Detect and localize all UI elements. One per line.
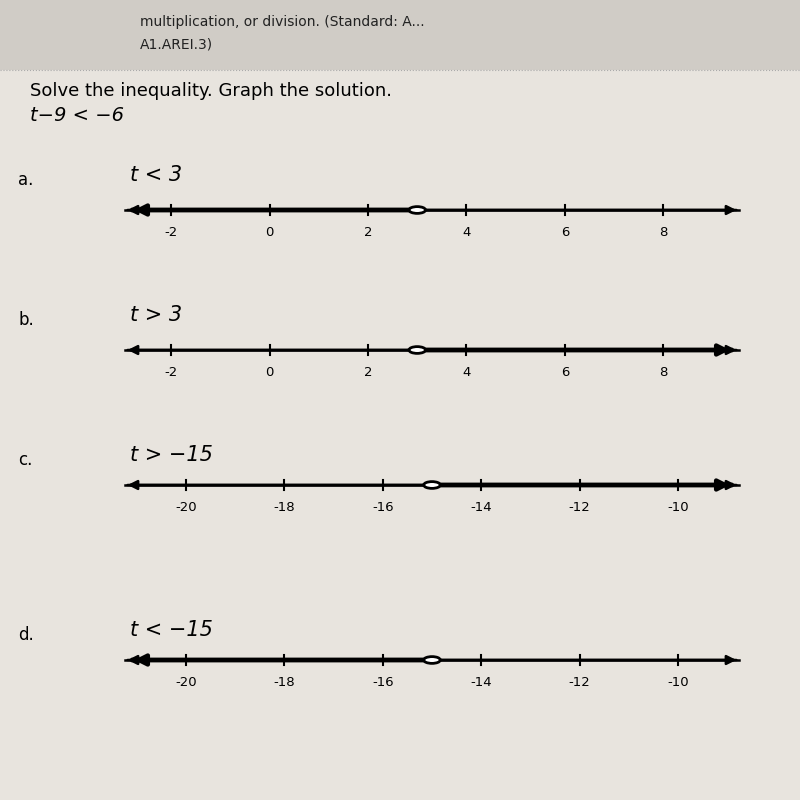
Text: -16: -16 <box>372 676 394 689</box>
Text: A1.AREI.3): A1.AREI.3) <box>140 37 213 51</box>
Text: -2: -2 <box>165 226 178 239</box>
Text: b.: b. <box>18 311 34 329</box>
Text: a.: a. <box>18 171 34 189</box>
Text: 4: 4 <box>462 366 470 379</box>
Circle shape <box>424 657 440 663</box>
Bar <box>0 0 800 70</box>
Text: 6: 6 <box>561 366 569 379</box>
Text: -20: -20 <box>175 676 197 689</box>
Text: 2: 2 <box>364 366 372 379</box>
Circle shape <box>424 482 440 488</box>
Text: -10: -10 <box>667 501 689 514</box>
Text: t > −15: t > −15 <box>130 445 213 465</box>
Text: -14: -14 <box>470 501 492 514</box>
Text: -2: -2 <box>165 366 178 379</box>
Text: t < −15: t < −15 <box>130 620 213 640</box>
Text: t < 3: t < 3 <box>130 165 182 185</box>
Text: 8: 8 <box>659 366 667 379</box>
Text: -12: -12 <box>569 501 590 514</box>
Text: -18: -18 <box>274 501 295 514</box>
Text: -20: -20 <box>175 501 197 514</box>
Circle shape <box>409 346 426 354</box>
Text: 6: 6 <box>561 226 569 239</box>
Text: 0: 0 <box>266 366 274 379</box>
Text: -12: -12 <box>569 676 590 689</box>
Circle shape <box>409 206 426 214</box>
Text: Solve the inequality. Graph the solution.: Solve the inequality. Graph the solution… <box>30 82 392 100</box>
Text: d.: d. <box>18 626 34 644</box>
Text: t > 3: t > 3 <box>130 305 182 325</box>
Text: 2: 2 <box>364 226 372 239</box>
Text: 8: 8 <box>659 226 667 239</box>
Text: -10: -10 <box>667 676 689 689</box>
Text: 4: 4 <box>462 226 470 239</box>
Text: multiplication, or division. (Standard: A...: multiplication, or division. (Standard: … <box>140 15 425 29</box>
Text: c.: c. <box>18 451 32 469</box>
Text: -18: -18 <box>274 676 295 689</box>
Text: -16: -16 <box>372 501 394 514</box>
Text: t−9 < −6: t−9 < −6 <box>30 106 124 125</box>
Text: -14: -14 <box>470 676 492 689</box>
Text: 0: 0 <box>266 226 274 239</box>
